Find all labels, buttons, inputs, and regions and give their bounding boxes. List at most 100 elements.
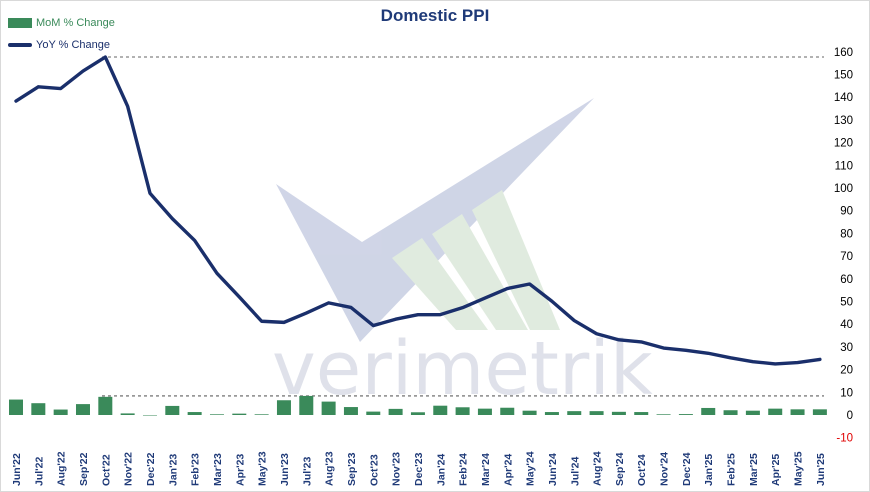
mom-bar (321, 401, 336, 415)
x-tick-label: Jul'23 (301, 456, 313, 486)
x-tick-label: Dec'22 (145, 452, 157, 486)
mom-bar (522, 410, 537, 415)
mom-bar (611, 411, 626, 415)
y-tick-label: -10 (836, 433, 853, 445)
y-tick-label: 150 (834, 70, 853, 82)
x-tick-label: May'23 (257, 451, 269, 486)
mom-bar (165, 405, 180, 415)
mom-bar (209, 414, 224, 415)
mom-bar (634, 412, 649, 415)
watermark-stripe-3 (472, 190, 560, 330)
x-tick-label: Feb'24 (458, 453, 470, 486)
mom-bar (343, 407, 358, 415)
yoy-line-layer (14, 55, 822, 366)
y-tick-label: 50 (840, 297, 853, 309)
x-tick-label: Jun'25 (815, 453, 827, 486)
legend-label-mom: MoM % Change (36, 17, 115, 29)
x-tick-label: Dec'24 (681, 452, 693, 486)
mom-bar (544, 412, 559, 415)
mom-bar (678, 414, 693, 415)
x-tick-label: Apr'23 (234, 454, 246, 486)
x-tick-label: Oct'24 (636, 454, 648, 486)
mom-bar (232, 413, 247, 415)
mom-bar (500, 407, 515, 415)
x-tick-label: Sep'24 (614, 452, 626, 486)
y-tick-label: 110 (835, 160, 853, 172)
x-tick-label: Mar'24 (480, 453, 492, 486)
mom-bar (477, 408, 492, 415)
x-tick-label: Feb'25 (726, 453, 738, 486)
y-tick-label: 70 (840, 251, 853, 263)
chart-title: Domestic PPI (380, 6, 490, 25)
yoy-line (14, 55, 822, 366)
y-tick-label: 130 (834, 115, 853, 127)
mom-bar (254, 414, 269, 415)
mom-bar (120, 413, 135, 415)
mom-bar (142, 415, 157, 416)
legend-swatch-yoy (8, 43, 32, 47)
mom-bar (299, 395, 314, 415)
x-tick-label: Jun'23 (279, 453, 291, 486)
y-tick-label: 60 (840, 274, 853, 286)
mom-bar (656, 414, 671, 415)
watermark-text: verimetrik (272, 326, 653, 412)
x-tick-label: May'24 (525, 451, 537, 486)
x-axis-ticks: Jun'22 Jul'22 Aug'22 Sep'22 Oct'22 Nov'22 Dec'… (11, 451, 827, 486)
legend-item-yoy: YoY % Change (8, 36, 115, 54)
y-tick-label: 140 (834, 92, 853, 104)
x-tick-label: Dec'23 (413, 452, 425, 486)
mom-bar (53, 409, 68, 415)
mom-bar (366, 411, 381, 415)
y-tick-label: 100 (834, 183, 853, 195)
y-tick-label: 40 (840, 319, 853, 331)
y-tick-label: 30 (840, 342, 853, 354)
x-tick-label: Apr'25 (770, 454, 782, 486)
mom-bar (790, 409, 805, 415)
x-tick-label: Jan'24 (435, 454, 447, 486)
mom-bar (701, 407, 716, 415)
x-tick-label: Jul'24 (569, 456, 581, 486)
mom-bar (745, 410, 760, 415)
legend-label-yoy: YoY % Change (36, 39, 111, 51)
y-tick-label: 120 (834, 138, 853, 150)
mom-bar (768, 408, 783, 415)
x-tick-label: May'25 (793, 451, 805, 486)
mom-bar (723, 410, 738, 415)
x-tick-label: Jul'22 (33, 456, 45, 486)
mom-bar (410, 412, 425, 415)
x-tick-label: Aug'24 (592, 451, 604, 486)
x-tick-label: Aug'23 (324, 451, 336, 486)
x-tick-label: Jun'22 (11, 453, 23, 486)
y-tick-label: 10 (840, 387, 853, 399)
x-tick-label: Sep'23 (346, 452, 358, 486)
mom-bar (388, 408, 403, 415)
y-tick-label: 20 (840, 365, 853, 377)
x-tick-label: Feb'23 (190, 453, 202, 486)
mom-bar (567, 411, 582, 415)
mom-bar (187, 412, 202, 415)
mom-bar (31, 403, 46, 415)
x-tick-label: Jun'24 (547, 453, 559, 486)
watermark-stripe-2 (432, 214, 528, 330)
x-tick-label: Nov'22 (123, 452, 135, 486)
y-tick-label: 80 (840, 228, 853, 240)
mom-bar (276, 400, 291, 415)
x-tick-label: Apr'24 (502, 454, 514, 486)
legend: MoM % Change YoY % Change (8, 14, 115, 58)
y-tick-label: 0 (847, 410, 853, 422)
y-tick-label: 90 (840, 206, 853, 218)
mom-bar (433, 405, 448, 415)
y-axis-ticks: -10 0 10 20 30 40 50 60 70 80 90 100 110 120 130 140 150… (834, 47, 853, 445)
x-tick-label: Mar'25 (748, 453, 760, 486)
mom-bar (589, 411, 604, 415)
x-tick-label: Jan'23 (167, 454, 179, 486)
mom-bar (812, 409, 827, 415)
x-tick-label: Mar'23 (212, 453, 224, 486)
mom-bar (9, 399, 23, 415)
reference-lines (102, 56, 824, 397)
x-tick-label: Oct'23 (368, 454, 380, 486)
watermark-logo: verimetrik (272, 98, 653, 412)
mom-bar (98, 396, 113, 415)
x-tick-label: Sep'22 (78, 452, 90, 486)
